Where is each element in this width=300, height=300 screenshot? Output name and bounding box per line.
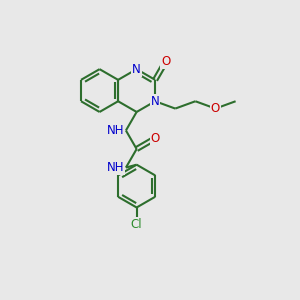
Text: O: O [151, 132, 160, 145]
Text: NH: NH [107, 124, 124, 137]
Text: NH: NH [107, 161, 124, 174]
Text: Cl: Cl [131, 218, 142, 231]
Text: O: O [161, 55, 170, 68]
Text: N: N [132, 63, 141, 76]
Text: O: O [211, 102, 220, 115]
Text: N: N [151, 95, 160, 108]
